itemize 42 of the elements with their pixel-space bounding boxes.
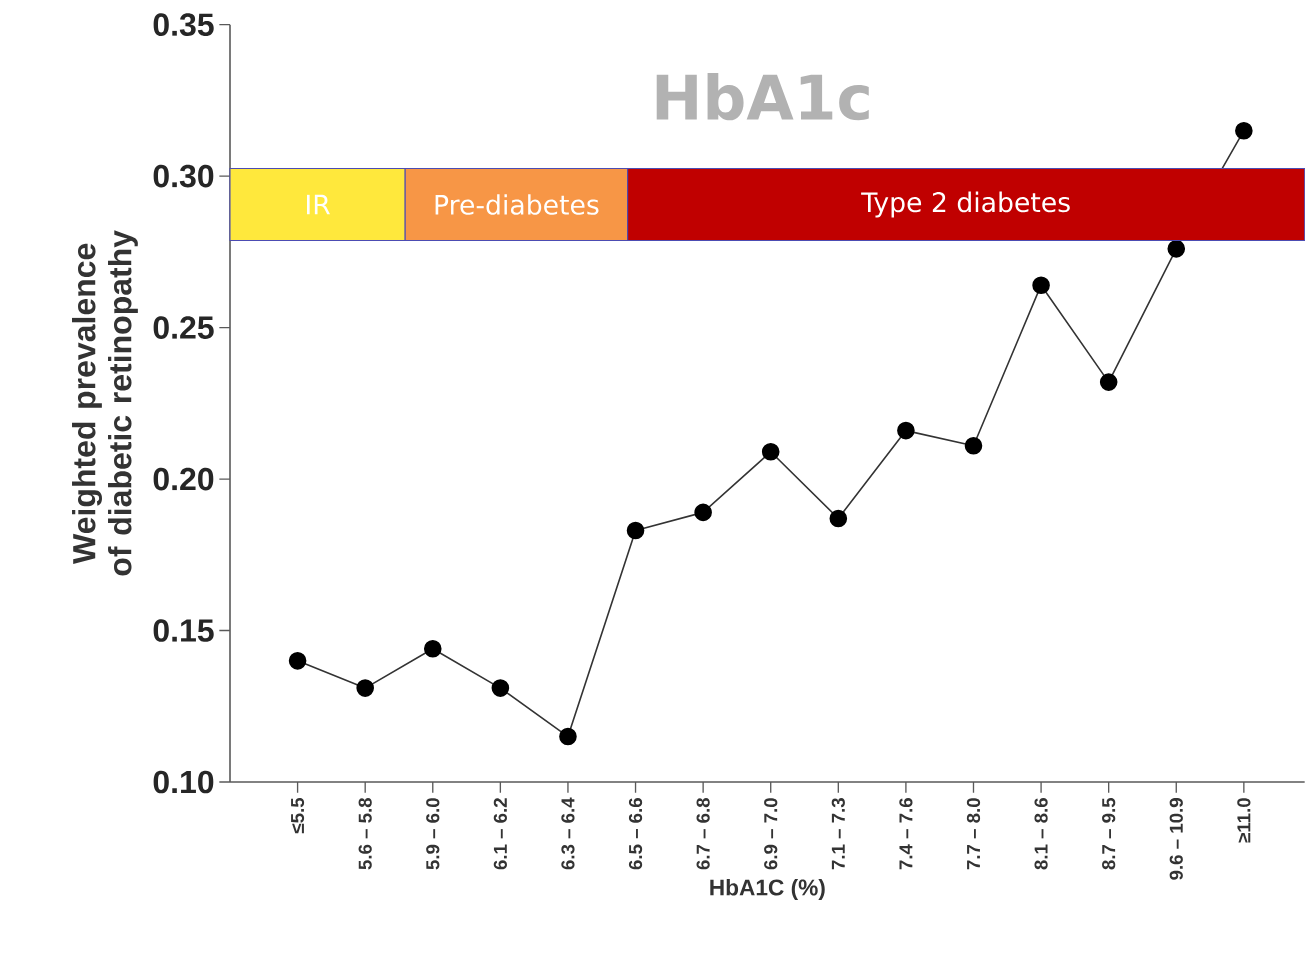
x-tick-label: 5.6 – 5.8 [358,797,372,870]
x-tick-label: 6.1 – 6.2 [493,798,507,870]
point [288,652,307,670]
point [559,727,577,746]
x-tick-label: 6.7 – 6.8 [696,797,710,870]
x-tick-label: ≤5.5 [291,797,305,834]
annotation: Type 2 diabetes [861,191,1070,218]
x-tick-label: 9.6 – 10.9 [1169,798,1183,880]
y-tick-label: 0.30 [153,164,214,188]
y-tick-label: 0.35 [153,13,214,37]
annotation: IR [307,194,331,215]
point [1099,373,1118,391]
text: HbA1c [656,72,869,121]
point [694,503,712,522]
point [491,679,510,697]
point [423,639,442,658]
y-tick-label: 0.20 [153,467,214,491]
x-tick-label: ≥11.0 [1237,798,1251,843]
point [829,509,848,528]
annotation: Pre-diabetes [435,194,599,215]
y-axis-title: Weighted prevalence of diabetic retinopathy [72,230,138,576]
point [356,679,374,697]
x-axis-title: HbA1C (%) [710,878,825,901]
x-tick-label: 7.4 – 7.6 [899,798,913,870]
point [1032,276,1050,294]
x-tick-label: 6.9 – 7.0 [764,798,778,870]
point [897,421,915,440]
x-tick-label: 6.3 – 6.4 [561,797,575,870]
point [964,436,983,455]
point [626,521,645,540]
y-tick-label: 0.15 [153,619,214,642]
point [1167,240,1186,258]
x-tick-label: 8.7 – 9.5 [1102,797,1116,870]
x-tick-label: 7.1 – 7.3 [831,798,845,870]
y-tick-label: 0.25 [153,316,214,339]
y-tick-label: 0.10 [153,770,214,794]
x-tick-label: 5.9 – 6.0 [426,798,440,870]
x-tick-label: 8.1 – 8.6 [1034,798,1048,870]
point [1235,121,1253,140]
x-tick-label: 6.5 – 6.6 [628,798,643,870]
point [761,443,780,461]
x-tick-label: 7.7 – 8.0 [966,798,981,870]
